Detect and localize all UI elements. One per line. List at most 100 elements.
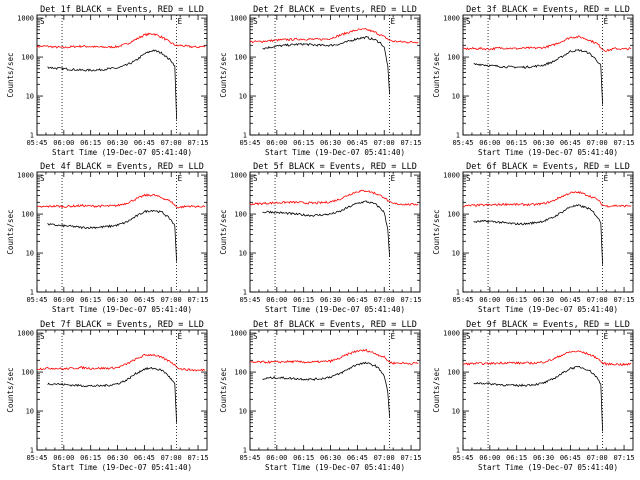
y-tick-label: 10: [26, 93, 34, 101]
x-tick-label: 06:15: [293, 454, 314, 462]
x-tick-label: 06:00: [53, 296, 74, 304]
x-tick-label: 06:45: [560, 296, 581, 304]
plot-frame: [462, 14, 634, 136]
y-tick-label: 1: [456, 132, 460, 140]
plot-frame: [36, 171, 208, 293]
y-tick-label: 1000: [443, 330, 460, 338]
x-tick-label: 07:00: [587, 139, 608, 147]
panel-9: Det 9f BLACK = Events, RED = LLD 1 10 100 10…: [432, 320, 635, 472]
end-marker-label: E: [391, 332, 396, 341]
y-tick-label: 10: [452, 250, 460, 258]
x-tick-label: 07:15: [401, 296, 422, 304]
x-tick-label: 06:00: [479, 454, 500, 462]
x-tick-label: 07:15: [614, 296, 635, 304]
y-tick-label: 10: [452, 408, 460, 416]
x-axis-label: Start Time (19-Dec-07 05:41:40): [265, 463, 405, 472]
events-series-line: [47, 366, 177, 423]
x-tick-label: 07:00: [374, 454, 395, 462]
events-series-line: [262, 200, 390, 257]
y-tick-label: 1000: [17, 15, 34, 23]
end-marker-label: E: [391, 17, 396, 26]
panel-8: Det 8f BLACK = Events, RED = LLD 1 10 100 10…: [219, 320, 422, 472]
x-tick-label: 07:15: [614, 454, 635, 462]
x-tick-label: 07:00: [161, 296, 182, 304]
x-tick-label: 06:45: [134, 139, 155, 147]
events-series-line: [473, 49, 603, 105]
y-tick-label: 1: [30, 289, 34, 297]
x-tick-label: 05:45: [26, 296, 47, 304]
x-tick-label: 06:15: [80, 454, 101, 462]
start-marker-label: S: [253, 174, 258, 183]
panel-title: Det 5f BLACK = Events, RED = LLD: [253, 162, 417, 172]
x-tick-label: 05:45: [239, 296, 260, 304]
x-tick-label: 07:15: [188, 454, 209, 462]
x-tick-label: 05:45: [239, 454, 260, 462]
panel-title: Det 6f BLACK = Events, RED = LLD: [466, 162, 630, 172]
x-tick-label: 06:30: [533, 296, 554, 304]
x-tick-label: 07:00: [587, 454, 608, 462]
panel-2: Det 2f BLACK = Events, RED = LLD 1 10 100 10…: [219, 5, 422, 157]
x-tick-label: 06:15: [506, 296, 527, 304]
y-tick-label: 10: [26, 250, 34, 258]
x-tick-label: 07:15: [401, 454, 422, 462]
x-tick-label: 05:45: [452, 296, 473, 304]
x-tick-label: 06:30: [107, 296, 128, 304]
y-tick-label: 1000: [230, 15, 247, 23]
end-marker-label: E: [604, 17, 609, 26]
y-tick-label: 100: [234, 369, 247, 377]
y-axis-label: Counts/sec: [6, 367, 15, 412]
plot-frame: [462, 171, 634, 293]
plot-frame: [249, 171, 421, 293]
x-tick-label: 06:45: [560, 139, 581, 147]
y-tick-label: 100: [21, 369, 34, 377]
x-tick-label: 06:15: [293, 139, 314, 147]
y-tick-label: 1: [30, 447, 34, 455]
x-tick-label: 07:15: [614, 139, 635, 147]
y-axis-label: Counts/sec: [219, 209, 228, 254]
x-tick-label: 06:15: [80, 139, 101, 147]
plot-frame: [249, 14, 421, 136]
y-tick-label: 1: [456, 447, 460, 455]
end-marker-label: E: [178, 332, 183, 341]
plot-frame: [36, 14, 208, 136]
x-tick-label: 06:00: [266, 296, 287, 304]
end-marker-label: E: [178, 174, 183, 183]
y-tick-label: 100: [447, 54, 460, 62]
x-tick-label: 07:00: [374, 296, 395, 304]
y-tick-label: 10: [239, 408, 247, 416]
y-tick-label: 10: [452, 93, 460, 101]
y-axis-label: Counts/sec: [432, 52, 441, 97]
x-tick-label: 06:45: [347, 454, 368, 462]
start-marker-label: S: [466, 174, 471, 183]
panel-6: Det 6f BLACK = Events, RED = LLD 1 10 100 10…: [432, 162, 635, 314]
y-tick-label: 1000: [17, 172, 34, 180]
lld-series-line: [36, 353, 206, 372]
panel-title: Det 4f BLACK = Events, RED = LLD: [40, 162, 204, 172]
y-tick-label: 1000: [230, 172, 247, 180]
end-marker-label: E: [391, 174, 396, 183]
x-tick-label: 06:30: [320, 454, 341, 462]
events-series-line: [262, 36, 390, 95]
panel-title: Det 9f BLACK = Events, RED = LLD: [466, 320, 630, 330]
x-tick-label: 07:00: [161, 454, 182, 462]
y-axis-label: Counts/sec: [6, 52, 15, 97]
x-tick-label: 05:45: [452, 454, 473, 462]
y-tick-label: 100: [234, 211, 247, 219]
panel-title: Det 8f BLACK = Events, RED = LLD: [253, 320, 417, 330]
y-tick-label: 10: [26, 408, 34, 416]
lld-series-line: [249, 348, 419, 366]
start-marker-label: S: [40, 332, 45, 341]
x-tick-label: 06:45: [347, 139, 368, 147]
x-tick-label: 06:15: [80, 296, 101, 304]
x-tick-label: 06:45: [134, 296, 155, 304]
x-axis-label: Start Time (19-Dec-07 05:41:40): [52, 148, 192, 157]
x-axis-label: Start Time (19-Dec-07 05:41:40): [478, 305, 618, 314]
lld-series-line: [462, 350, 632, 367]
y-tick-label: 1: [456, 289, 460, 297]
x-tick-label: 06:30: [320, 296, 341, 304]
y-tick-label: 100: [447, 369, 460, 377]
y-tick-label: 100: [21, 54, 34, 62]
x-tick-label: 07:15: [188, 296, 209, 304]
x-tick-label: 06:00: [53, 139, 74, 147]
x-tick-label: 06:15: [506, 454, 527, 462]
